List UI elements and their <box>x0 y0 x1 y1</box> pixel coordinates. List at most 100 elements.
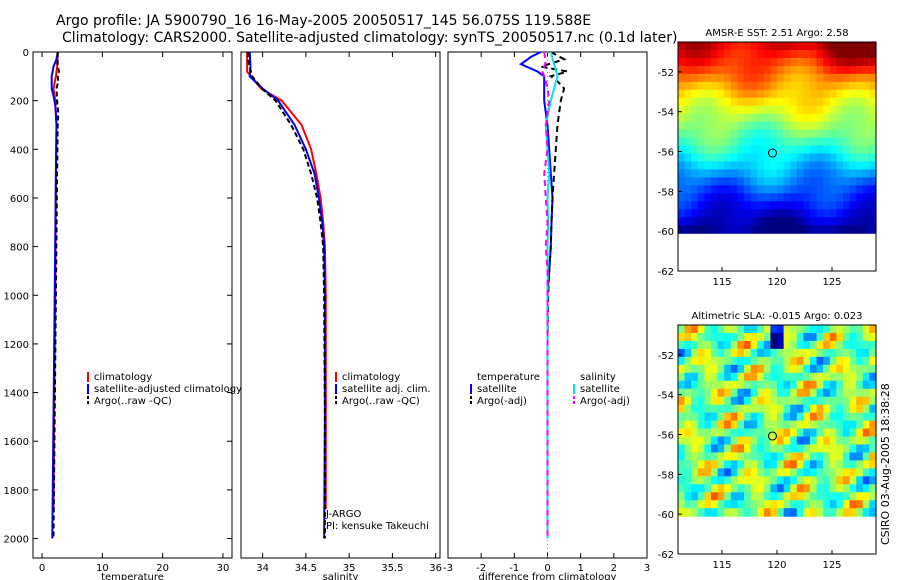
heatmap-cell <box>763 129 771 139</box>
heatmap-cell <box>849 420 857 430</box>
heatmap-cell <box>730 436 738 446</box>
heatmap-cell <box>737 492 745 501</box>
heatmap-cell <box>783 65 791 75</box>
heatmap-cell <box>691 177 699 186</box>
heatmap-cell <box>869 508 877 517</box>
heatmap-cell <box>711 129 719 139</box>
heatmap-cell <box>816 404 824 414</box>
heatmap-cell <box>849 161 857 171</box>
heatmap-cell <box>737 412 745 422</box>
heatmap-cell <box>744 356 752 366</box>
heatmap-cell <box>697 396 705 406</box>
heatmap-cell <box>717 177 725 186</box>
heatmap-cell <box>829 436 837 446</box>
heatmap-cell <box>691 436 699 446</box>
heatmap-cell <box>704 340 712 350</box>
heatmap-cell <box>737 105 745 115</box>
heatmap-cell <box>829 380 837 390</box>
heatmap-cell <box>790 460 798 469</box>
heatmap-cell <box>869 129 877 139</box>
heatmap-cell <box>684 65 692 75</box>
heatmap-cell <box>829 161 837 171</box>
heatmap-cell <box>803 42 811 51</box>
heatmap-cell <box>704 169 712 179</box>
heatmap-cell <box>803 169 811 179</box>
heatmap-cell <box>829 113 837 123</box>
heatmap-cell <box>829 428 837 438</box>
heatmap-cell <box>684 340 692 350</box>
heatmap-cell <box>724 105 732 115</box>
heatmap-cell <box>816 217 824 226</box>
heatmap-cell <box>777 396 785 406</box>
heatmap-cell <box>783 444 791 454</box>
heatmap-cell <box>737 57 745 67</box>
heatmap-cell <box>730 500 738 509</box>
x-tick-label: 30 <box>217 563 230 574</box>
heatmap-cell <box>836 49 844 59</box>
heatmap-cell <box>704 57 712 67</box>
heatmap-cell <box>757 209 765 218</box>
heatmap-cell <box>803 325 811 334</box>
heatmap-cell <box>717 42 725 51</box>
heatmap-cell <box>869 57 877 67</box>
heatmap-cell <box>750 105 758 115</box>
heatmap-cell <box>691 372 699 382</box>
heatmap-cell <box>862 57 870 67</box>
heatmap-cell <box>862 492 870 501</box>
heatmap-cell <box>730 468 738 477</box>
heatmap-cell <box>730 356 738 366</box>
heatmap-cell <box>711 145 719 155</box>
heatmap-cell <box>816 396 824 406</box>
heatmap-cell <box>770 57 778 67</box>
heatmap-cell <box>691 153 699 163</box>
x-tick-label: -1 <box>509 563 519 574</box>
heatmap-cell <box>763 185 771 194</box>
heatmap-cell <box>750 348 758 358</box>
heatmap-cell <box>763 65 771 75</box>
heatmap-cell <box>684 404 692 414</box>
heatmap-cell <box>711 428 719 438</box>
heatmap-cell <box>744 460 752 469</box>
heatmap-cell <box>711 372 719 382</box>
heatmap-cell <box>843 484 851 493</box>
heatmap-cell <box>724 476 732 485</box>
heatmap-cell <box>790 388 798 398</box>
heatmap-cell <box>777 169 785 179</box>
heatmap-cell <box>796 476 804 485</box>
heatmap-cell <box>790 412 798 422</box>
heatmap-cell <box>730 476 738 485</box>
heatmap-cell <box>704 129 712 139</box>
heatmap-cell <box>770 356 778 366</box>
y-tick-label: -56 <box>658 431 674 442</box>
heatmap-cell <box>816 428 824 438</box>
heatmap-cell <box>678 161 686 171</box>
heatmap-cell <box>697 364 705 374</box>
heatmap-cell <box>691 65 699 75</box>
heatmap-cell <box>691 420 699 430</box>
heatmap-cell <box>744 428 752 438</box>
heatmap-cell <box>810 460 818 469</box>
y-tick-label: 200 <box>10 97 29 108</box>
heatmap-cell <box>816 492 824 501</box>
heatmap-cell <box>790 452 798 462</box>
heatmap-cell <box>836 161 844 171</box>
heatmap-cell <box>704 113 712 123</box>
heatmap-cell <box>737 444 745 454</box>
heatmap-cell <box>790 105 798 115</box>
heatmap-cell <box>777 153 785 163</box>
heatmap-cell <box>777 364 785 374</box>
heatmap-cell <box>697 161 705 171</box>
heatmap-cell <box>730 225 738 234</box>
heatmap-cell <box>856 372 864 382</box>
heatmap-cell <box>691 460 699 469</box>
heatmap-cell <box>796 452 804 462</box>
heatmap-cell <box>849 137 857 147</box>
heatmap-cell <box>816 332 824 342</box>
heatmap-cell <box>777 436 785 446</box>
heatmap-cell <box>724 356 732 366</box>
heatmap-cell <box>783 42 791 51</box>
heatmap-cell <box>849 492 857 501</box>
heatmap-cell <box>711 161 719 171</box>
heatmap-cell <box>843 97 851 107</box>
heatmap-cell <box>697 420 705 430</box>
